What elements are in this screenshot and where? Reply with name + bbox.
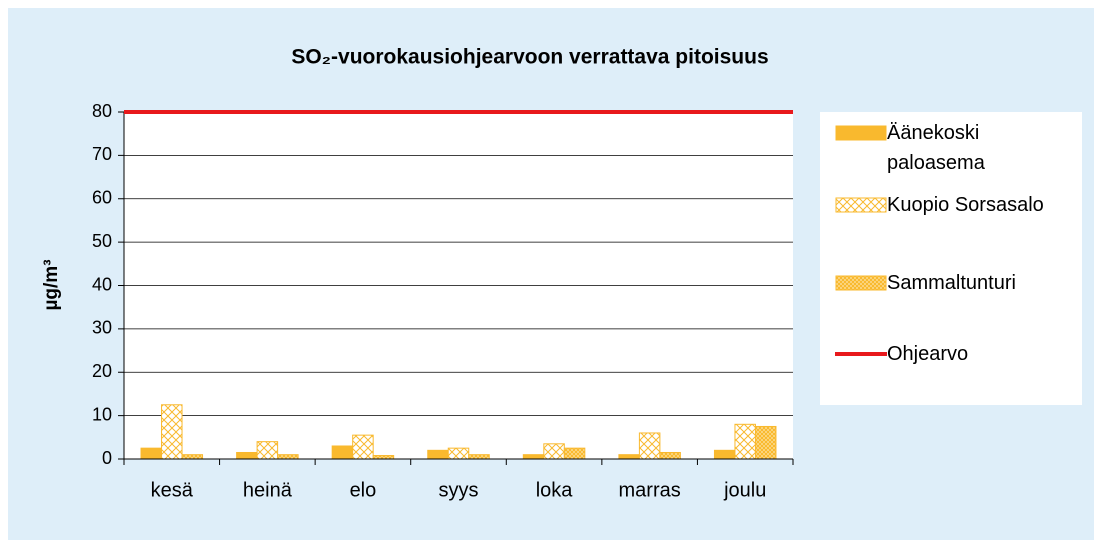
legend-item: Ohjearvo [835,339,1052,369]
bar [543,443,565,460]
x-tick-label: loka [536,479,574,501]
bar [256,441,279,460]
legend-swatch [835,125,887,141]
y-tick-label: 50 [92,231,112,251]
bar [447,447,470,460]
legend-rect [835,125,887,141]
x-tick-label: syys [439,479,479,501]
y-tick-label: 20 [92,361,112,381]
bar [277,454,299,460]
bar [372,455,395,460]
bar [468,454,490,460]
x-tick-label: marras [619,479,681,501]
legend-rect [835,275,887,291]
chart-title: SO₂-vuorokausiohjearvoon verrattava pito… [291,46,768,69]
bar [713,449,736,460]
legend-label: Ohjearvo [887,343,969,365]
y-tick-label: 0 [102,448,112,468]
x-tick-label: elo [350,479,377,501]
y-axis-label: µg/m³ [41,259,62,310]
y-tick-label: 70 [92,144,112,164]
y-tick-label: 80 [92,101,112,121]
x-tick-label: kesä [151,479,194,501]
x-tick-label: joulu [723,479,766,501]
bar [522,454,545,460]
legend-item: Sammaltunturi [835,268,1052,298]
bar [427,449,449,460]
y-tick-label: 30 [92,318,112,338]
y-tick-label: 10 [92,404,112,424]
legend-label: Kuopio Sorsasalo [887,194,1044,216]
legend-swatch [835,197,887,213]
legend-swatch [835,275,887,291]
bar [638,432,661,460]
bar [734,423,756,460]
legend-rect [835,197,887,213]
bar [659,451,681,460]
bar [181,454,204,460]
y-tick-label: 40 [92,274,112,294]
bar [563,447,586,460]
legend-box [820,112,1082,405]
bar [161,404,183,460]
legend-swatch [835,352,887,356]
x-tick-label: heinä [243,479,293,501]
legend-label: Äänekoski paloasema [887,122,985,174]
bar [140,447,163,460]
bar [618,454,640,460]
legend-label: Sammaltunturi [887,272,1016,294]
bar [352,434,374,460]
bar [236,451,258,460]
legend-item: Äänekoski paloasema [835,118,1052,178]
y-tick-label: 60 [92,188,112,208]
bar [331,445,354,460]
legend-item: Kuopio Sorsasalo [835,190,1052,220]
bar [754,425,777,460]
